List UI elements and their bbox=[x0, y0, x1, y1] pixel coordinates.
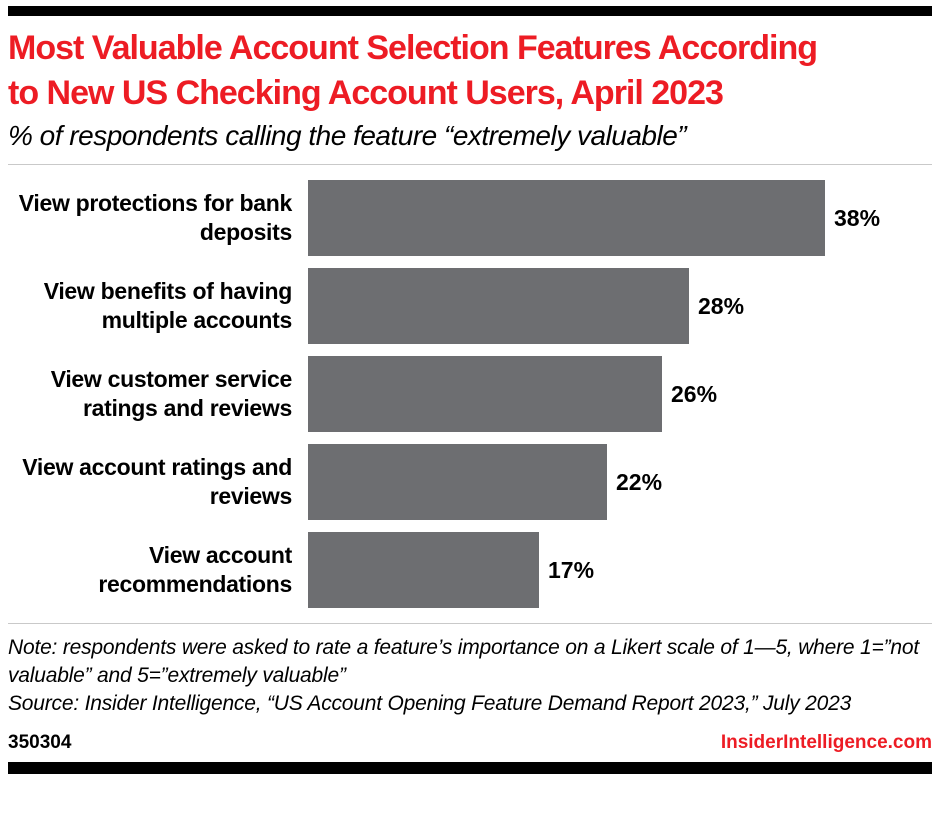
header-divider bbox=[8, 164, 932, 165]
bar-row: View account recommendations 17% bbox=[8, 527, 932, 613]
bar-track: 26% bbox=[308, 356, 932, 432]
chart-notes: Note: respondents were asked to rate a f… bbox=[8, 624, 932, 722]
bar-chart: View protections for bank deposits 38% Vie… bbox=[8, 165, 932, 623]
bar-row: View account ratings and reviews 22% bbox=[8, 439, 932, 525]
bar-track: 38% bbox=[308, 180, 932, 256]
bar bbox=[308, 180, 825, 256]
top-black-bar bbox=[8, 6, 932, 16]
note-divider bbox=[8, 623, 932, 624]
bar bbox=[308, 268, 689, 344]
value-label: 38% bbox=[834, 204, 881, 231]
bar-track: 22% bbox=[308, 444, 932, 520]
category-label: View benefits of having multiple account… bbox=[43, 278, 293, 333]
bar-track: 17% bbox=[308, 532, 932, 608]
category-label: View protections for bank deposits bbox=[18, 190, 293, 245]
chart-footer: 350304 InsiderIntelligence.com bbox=[8, 722, 932, 762]
category-label: View account ratings and reviews bbox=[22, 454, 292, 509]
brand-link[interactable]: InsiderIntelligence.com bbox=[720, 732, 932, 753]
category-label: View account recommendations bbox=[98, 542, 292, 597]
bar-track: 28% bbox=[308, 268, 932, 344]
bar-row: View benefits of having multiple account… bbox=[8, 263, 932, 349]
chart-title-line-2: to New US Checking Account Users, April … bbox=[8, 74, 724, 112]
chart-id: 350304 bbox=[8, 732, 72, 753]
value-label: 28% bbox=[698, 292, 745, 319]
bar-row: View customer service ratings and review… bbox=[8, 351, 932, 437]
chart-subtitle: % of respondents calling the feature “ex… bbox=[8, 120, 687, 151]
chart-title-line-1: Most Valuable Account Selection Features… bbox=[8, 29, 818, 67]
value-label: 22% bbox=[616, 468, 663, 495]
value-label: 26% bbox=[671, 380, 718, 407]
chart-card: Most Valuable Account Selection Features… bbox=[0, 6, 940, 774]
chart-source: Source: Insider Intelligence, “US Accoun… bbox=[8, 692, 852, 715]
bar-row: View protections for bank deposits 38% bbox=[8, 175, 932, 261]
bar bbox=[308, 356, 662, 432]
bottom-black-bar bbox=[8, 762, 932, 774]
chart-note: Note: respondents were asked to rate a f… bbox=[8, 636, 919, 687]
chart-header: Most Valuable Account Selection Features… bbox=[8, 16, 932, 154]
bar bbox=[308, 532, 539, 608]
bar bbox=[308, 444, 607, 520]
value-label: 17% bbox=[548, 556, 595, 583]
category-label: View customer service ratings and review… bbox=[50, 366, 293, 421]
